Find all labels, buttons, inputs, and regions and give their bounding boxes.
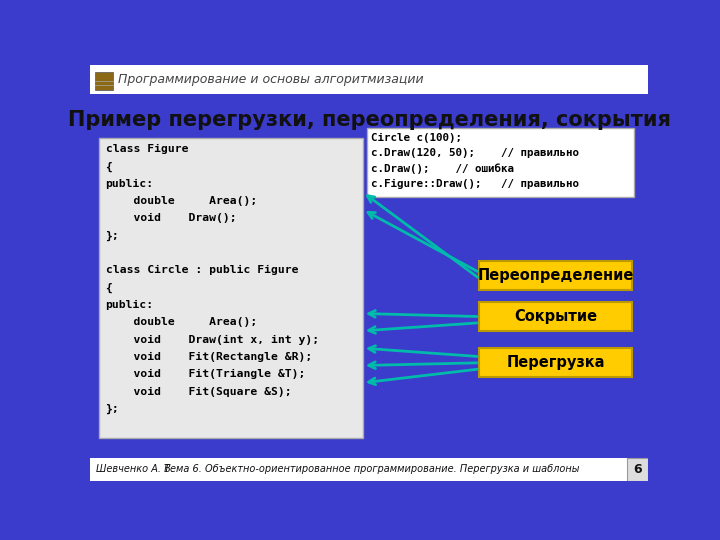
Text: Шевченко А. В.: Шевченко А. В. [96, 464, 174, 474]
Text: Переопределение: Переопределение [477, 268, 634, 284]
Text: };: }; [106, 404, 120, 414]
Bar [90, 65, 648, 94]
FancyBboxPatch shape [479, 348, 631, 377]
Bar [99, 138, 363, 438]
Text: void    Draw();: void Draw(); [106, 213, 236, 224]
Text: double     Area();: double Area(); [106, 196, 257, 206]
Bar [90, 457, 648, 481]
FancyBboxPatch shape [479, 302, 631, 331]
Text: Перегрузка: Перегрузка [506, 355, 605, 370]
Text: Пример перегрузки, переопределения, сокрытия: Пример перегрузки, переопределения, сокр… [68, 110, 670, 130]
Text: {: { [106, 161, 112, 172]
Text: c.Draw();    // ошибка: c.Draw(); // ошибка [372, 164, 514, 174]
Text: {: { [106, 283, 112, 293]
Bar [90, 452, 648, 457]
Text: c.Figure::Draw();   // правильно: c.Figure::Draw(); // правильно [372, 179, 580, 189]
Text: c.Draw(120, 50);    // правильно: c.Draw(120, 50); // правильно [372, 148, 580, 158]
Text: class Circle : public Figure: class Circle : public Figure [106, 265, 298, 275]
Text: Circle c(100);: Circle c(100); [372, 132, 462, 143]
Text: void    Fit(Rectangle &R);: void Fit(Rectangle &R); [106, 352, 312, 362]
Text: };: }; [106, 231, 120, 241]
Text: public:: public: [106, 179, 153, 189]
Text: Тема 6. Объектно-ориентированное программирование. Перегрузка и шаблоны: Тема 6. Объектно-ориентированное програм… [163, 464, 579, 474]
Text: void    Draw(int x, int y);: void Draw(int x, int y); [106, 335, 319, 345]
Bar [366, 128, 634, 197]
Text: double     Area();: double Area(); [106, 318, 257, 327]
Bar [627, 457, 648, 481]
Text: class Figure: class Figure [106, 144, 188, 154]
Text: public:: public: [106, 300, 153, 310]
Bar [94, 72, 113, 90]
Bar [90, 94, 648, 99]
Text: Сокрытие: Сокрытие [514, 309, 597, 324]
Text: 6: 6 [633, 463, 642, 476]
FancyBboxPatch shape [479, 261, 631, 291]
Text: void    Fit(Triangle &T);: void Fit(Triangle &T); [106, 369, 305, 380]
Text: void    Fit(Square &S);: void Fit(Square &S); [106, 387, 291, 397]
Text: Программирование и основы алгоритмизации: Программирование и основы алгоритмизации [118, 73, 423, 86]
